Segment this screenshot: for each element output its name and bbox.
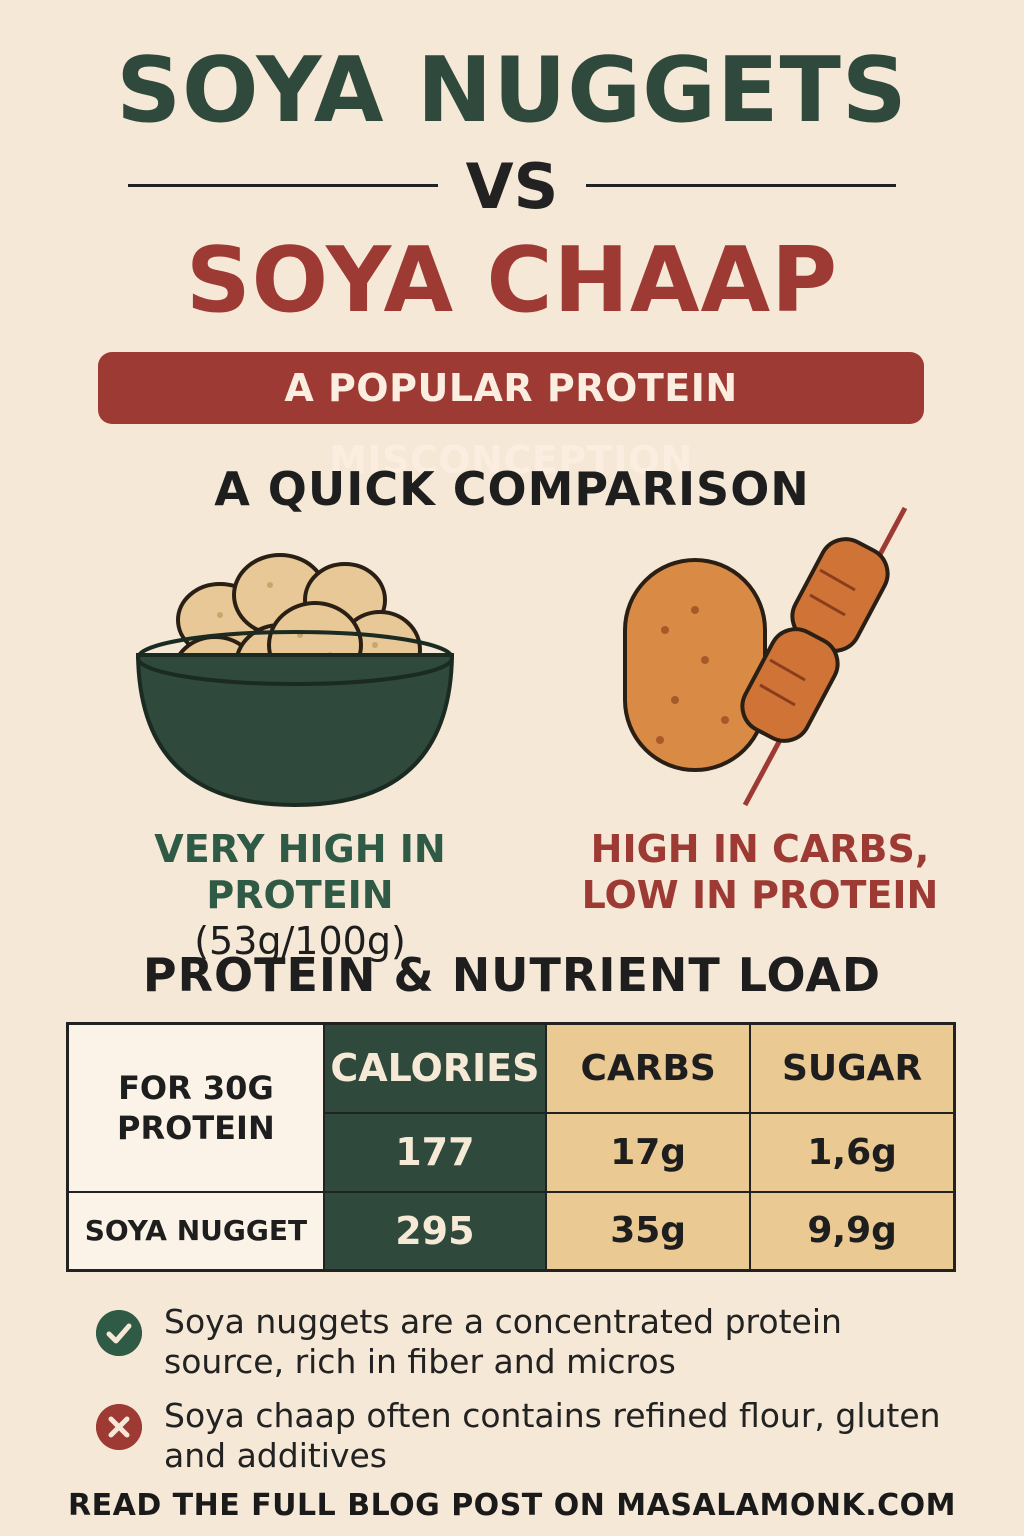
row-label-soya-nugget: SOYA NUGGET [66, 1190, 325, 1272]
nuggets-caption: VERY HIGH IN PROTEIN (53g/100g) [60, 826, 540, 964]
footer-blog-link: READ THE FULL BLOG POST ON MASALAMONK.CO… [68, 1488, 956, 1523]
title-soya-nuggets: SOYA NUGGETS [116, 38, 908, 143]
column-header-carbs: CARBS [545, 1022, 752, 1114]
nuggets-protein-amount: (53g/100g) [194, 919, 406, 963]
cell-calories: 295 [322, 1190, 548, 1272]
vs-divider: VS [0, 152, 1024, 222]
table-header-row: FOR 30G PROTEIN CALORIES CARBS SUGAR [66, 1022, 956, 1193]
column-header-sugar: SUGAR [749, 1022, 956, 1114]
cell-calories: 177 [322, 1111, 548, 1193]
cell-carbs: 17g [545, 1111, 752, 1193]
soya-nuggets-bowl-illustration [135, 553, 455, 808]
divider-line-right [586, 184, 896, 187]
soya-chaap-skewer-illustration [623, 506, 908, 807]
cell-carbs: 35g [545, 1190, 752, 1272]
quick-comparison-heading: A QUICK COMPARISON [214, 462, 810, 516]
vs-label: VS [465, 150, 559, 223]
nutrient-load-heading: PROTEIN & NUTRIENT LOAD [142, 948, 882, 1002]
chaap-carbs-claim: HIGH IN CARBS, [590, 827, 930, 871]
row-header-label: FOR 30G PROTEIN [66, 1022, 325, 1193]
note-nuggets-text: Soya nuggets are a concentrated protein … [164, 1302, 842, 1381]
cross-icon [96, 1404, 142, 1450]
table-row: SOYA NUGGET 295 35g 9,9g [66, 1190, 956, 1272]
nutrient-table: FOR 30G PROTEIN CALORIES CARBS SUGAR 177… [66, 1022, 956, 1272]
misconception-banner: A POPULAR PROTEIN MISCONCEPTION [98, 352, 924, 482]
chaap-caption: HIGH IN CARBS, LOW IN PROTEIN [580, 826, 940, 918]
check-icon [96, 1310, 142, 1356]
title-soya-chaap: SOYA CHAAP [185, 228, 839, 333]
cell-sugar: 1,6g [749, 1111, 956, 1193]
divider-line-left [128, 184, 438, 187]
cell-sugar: 9,9g [749, 1190, 956, 1272]
column-header-calories: CALORIES [322, 1022, 548, 1114]
note-chaap-text: Soya chaap often contains refined flour,… [164, 1396, 941, 1475]
nuggets-protein-claim: VERY HIGH IN PROTEIN [154, 827, 446, 917]
chaap-protein-claim: LOW IN PROTEIN [581, 873, 939, 917]
table-row: 177 17g 1,6g [68, 1111, 956, 1193]
